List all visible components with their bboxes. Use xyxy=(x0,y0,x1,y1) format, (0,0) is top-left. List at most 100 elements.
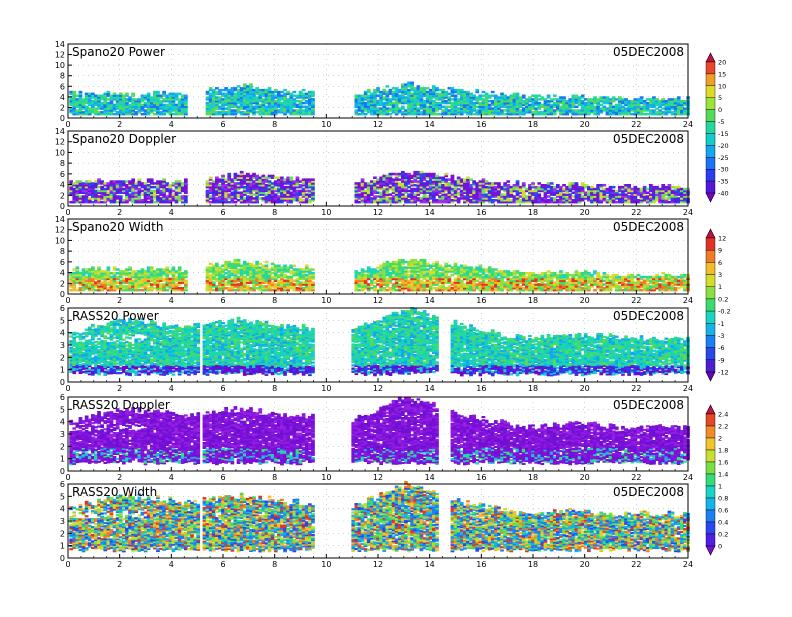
data-cell xyxy=(97,266,101,269)
data-cell xyxy=(221,175,225,178)
x-tick-label: 4 xyxy=(169,120,174,129)
data-cell xyxy=(376,87,380,89)
y-tick-label: 6 xyxy=(60,170,65,179)
data-cell xyxy=(475,89,479,91)
data-cell xyxy=(575,182,579,185)
data-cell xyxy=(506,180,510,183)
y-tick-label: 2 xyxy=(60,191,65,200)
data-cell xyxy=(91,266,95,269)
data-cell xyxy=(296,177,300,180)
x-tick-label: 16 xyxy=(476,208,486,217)
x-tick-label: 14 xyxy=(425,120,435,129)
y-tick-label: 0 xyxy=(60,114,65,123)
x-tick-label: 12 xyxy=(373,120,383,129)
panel-title: Spano20 Power xyxy=(72,45,165,59)
data-cell xyxy=(184,270,188,273)
x-tick-label: 8 xyxy=(272,120,277,129)
y-tick-label: 12 xyxy=(55,51,65,60)
x-tick-label: 6 xyxy=(220,120,225,129)
data-cell xyxy=(553,95,557,97)
data-cell xyxy=(293,265,297,268)
data-cell xyxy=(497,182,501,185)
x-tick-label: 10 xyxy=(321,120,331,129)
y-tick-label: 8 xyxy=(60,72,65,81)
data-cell xyxy=(265,265,269,268)
data-cell xyxy=(410,82,414,84)
x-tick-label: 4 xyxy=(169,208,174,217)
data-cell xyxy=(162,91,166,93)
x-tick-label: 18 xyxy=(528,208,538,217)
data-cell xyxy=(150,178,154,181)
y-tick-label: 14 xyxy=(55,127,65,136)
y-tick-label: 6 xyxy=(60,82,65,91)
data-cell xyxy=(562,96,566,98)
panel-date: 05DEC2008 xyxy=(613,45,684,59)
x-tick-label: 18 xyxy=(528,120,538,129)
data-cell xyxy=(451,175,455,178)
data-cell xyxy=(612,186,616,189)
data-cell xyxy=(76,266,80,269)
data-cell xyxy=(162,178,166,181)
x-tick-label: 22 xyxy=(631,120,641,129)
x-tick-label: 16 xyxy=(476,120,486,129)
y-tick-label: 2 xyxy=(60,103,65,112)
data-cell xyxy=(79,91,83,93)
data-cell xyxy=(627,184,631,187)
data-cell xyxy=(537,193,541,196)
data-cell xyxy=(311,91,315,93)
data-cell xyxy=(184,280,188,283)
y-tick-label: 10 xyxy=(55,148,65,157)
panel-date: 05DEC2008 xyxy=(613,132,684,146)
x-tick-label: 10 xyxy=(321,208,331,217)
data-cell xyxy=(311,268,315,271)
data-cell xyxy=(547,95,551,97)
data-cell xyxy=(156,91,160,93)
data-cell xyxy=(311,178,315,181)
panel-title: Spano20 Doppler xyxy=(72,132,176,146)
data-cell xyxy=(265,261,269,264)
data-cell xyxy=(178,266,182,269)
data-cell xyxy=(293,91,297,93)
x-tick-label: 22 xyxy=(631,208,641,217)
data-cell xyxy=(640,96,644,98)
data-cell xyxy=(215,263,219,266)
x-tick-label: 20 xyxy=(580,208,590,217)
data-cell xyxy=(311,98,315,100)
data-cell xyxy=(491,91,495,93)
data-cell xyxy=(138,178,142,181)
data-cell xyxy=(550,182,554,185)
data-cell xyxy=(361,178,365,181)
x-tick-label: 0 xyxy=(65,120,70,129)
y-tick-label: 12 xyxy=(55,138,65,147)
x-tick-label: 12 xyxy=(373,208,383,217)
data-cell xyxy=(184,95,188,97)
y-tick-label: 4 xyxy=(60,181,65,190)
data-cell xyxy=(172,266,176,269)
data-cell xyxy=(107,266,111,269)
data-cell xyxy=(107,91,111,93)
data-cell xyxy=(184,178,188,181)
y-tick-label: 4 xyxy=(60,93,65,102)
y-tick-label: 10 xyxy=(55,61,65,70)
data-cell xyxy=(147,93,151,95)
data-cell xyxy=(184,195,188,198)
data-cell xyxy=(311,272,315,275)
data-cell xyxy=(268,87,272,89)
data-cell xyxy=(522,95,526,97)
data-cell xyxy=(237,259,241,262)
data-cell xyxy=(289,177,293,180)
data-cell xyxy=(128,266,132,269)
x-tick-label: 24 xyxy=(683,120,693,129)
x-tick-label: 2 xyxy=(117,208,122,217)
data-cell xyxy=(72,91,76,93)
x-tick-label: 0 xyxy=(65,208,70,217)
data-cell xyxy=(150,266,154,269)
data-cell xyxy=(240,171,244,174)
data-cell xyxy=(516,180,520,183)
data-cell xyxy=(367,89,371,91)
